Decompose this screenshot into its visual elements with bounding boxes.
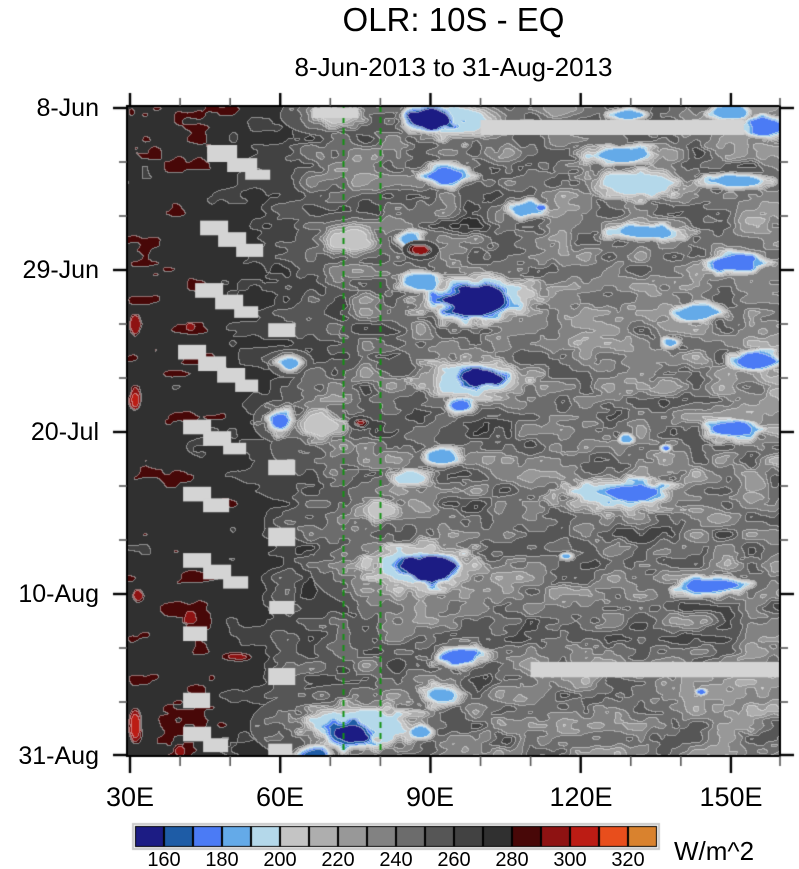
subtitle-date-range: 8-Jun-2013 to 31-Aug-2013 — [294, 52, 613, 82]
y-tick-label: 29-Jun — [22, 256, 99, 284]
y-tick-label: 8-Jun — [36, 94, 99, 122]
colorbar-tick-label: 180 — [205, 849, 239, 869]
y-tick-label: 10-Aug — [18, 580, 99, 608]
x-tick-label: 120E — [549, 782, 613, 812]
colorbar-tick-label: 200 — [263, 849, 297, 869]
x-tick-label: 60E — [255, 782, 305, 812]
page-title: OLR: 10S - EQ — [342, 1, 565, 38]
y-tick-label: 20-Jul — [30, 418, 99, 446]
colorbar-tick-label: 160 — [147, 849, 181, 869]
colorbar-tick-label: 260 — [437, 849, 471, 869]
x-tick-label: 30E — [105, 782, 155, 812]
colorbar-tick-label: 320 — [611, 849, 645, 869]
y-tick-label: 31-Aug — [18, 742, 99, 770]
x-tick-label: 90E — [405, 782, 455, 812]
colorbar-tick-label: 220 — [321, 849, 355, 869]
colorbar-tick-label: 300 — [553, 849, 587, 869]
colorbar-tick-label: 280 — [495, 849, 529, 869]
x-tick-label: 150E — [699, 782, 763, 812]
colorbar-tick-label: 240 — [379, 849, 413, 869]
colorbar-units-label: W/m^2 — [674, 836, 755, 866]
